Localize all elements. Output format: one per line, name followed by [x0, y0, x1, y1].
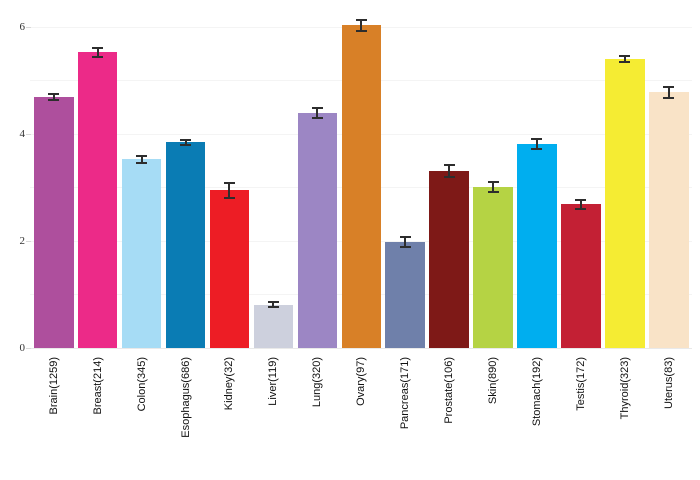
error-bar-cap-lung [311, 106, 323, 109]
error-bar-cap-pancreas [399, 235, 411, 238]
error-bar-testis [579, 200, 582, 209]
error-bar-cap-esophagus [180, 143, 192, 146]
error-bar-cap-pancreas [399, 246, 411, 249]
y-axis-tick [26, 240, 31, 242]
error-bar-cap-breast [92, 46, 104, 49]
y-axis-tick [26, 348, 31, 349]
error-bar-cap-thyroid [619, 54, 631, 57]
bar-liver [253, 304, 294, 348]
x-axis-line [30, 348, 692, 349]
bar-ovary [341, 25, 381, 348]
error-bar-cap-lung [311, 116, 323, 119]
x-axis-label-uterus: Uterus(83) [662, 357, 675, 409]
error-bar-cap-breast [92, 55, 104, 58]
error-bar-cap-brain [48, 99, 60, 102]
error-bar-kidney [228, 182, 231, 198]
error-bar-cap-uterus [663, 85, 675, 88]
error-bar-cap-uterus [663, 97, 675, 100]
error-bar-cap-prostate [443, 164, 455, 167]
error-bar-uterus [667, 86, 670, 99]
error-bar-cap-colon [136, 154, 148, 157]
bar-kidney [209, 190, 250, 348]
error-bar-brain [52, 94, 55, 101]
x-axis-label-thyroid: Thyroid(323) [618, 357, 631, 420]
bar-testis [561, 204, 601, 348]
error-bar-cap-stomach [531, 138, 543, 141]
y-axis-tick-label: 4 [19, 127, 26, 140]
error-bar-cap-ovary [355, 18, 367, 21]
x-axis-label-esophagus: Esophagus(686) [179, 357, 192, 438]
error-bar-esophagus [184, 139, 187, 145]
error-bar-ovary [360, 19, 363, 32]
x-axis-label-ovary: Ovary(97) [355, 357, 368, 406]
error-bar-pancreas [404, 236, 407, 248]
error-bar-cap-liver [267, 300, 279, 303]
error-bar-cap-stomach [531, 147, 543, 150]
y-axis-tick-label: 2 [19, 234, 26, 247]
y-axis-tick-label: 6 [19, 20, 26, 33]
error-bar-cap-esophagus [180, 138, 192, 141]
bar-breast [77, 52, 118, 348]
error-bar-cap-liver [267, 306, 279, 309]
bar-esophagus [165, 142, 206, 348]
error-bar-cap-colon [136, 162, 148, 165]
error-bar-cap-skin [487, 190, 499, 193]
x-axis-label-prostate: Prostate(106) [443, 357, 456, 424]
error-bar-breast [96, 47, 99, 57]
error-bar-colon [140, 155, 143, 164]
x-axis-label-colon: Colon(345) [135, 357, 148, 412]
x-axis-label-stomach: Stomach(192) [530, 357, 543, 427]
error-bar-cap-skin [487, 180, 499, 183]
bar-brain [34, 97, 74, 348]
error-bar-liver [272, 301, 275, 308]
error-bar-thyroid [623, 55, 626, 63]
error-bar-cap-kidney [223, 181, 235, 184]
y-axis-tick [26, 133, 31, 135]
y-axis-tick-label: 0 [19, 342, 26, 354]
error-bar-cap-thyroid [619, 61, 631, 64]
error-bar-cap-ovary [355, 30, 367, 33]
x-axis-label-brain: Brain(1259) [47, 357, 60, 415]
bar-colon [121, 159, 162, 348]
bar-skin [473, 186, 513, 348]
x-axis-label-liver: Liver(119) [267, 357, 280, 406]
x-axis-label-testis: Testis(172) [574, 357, 587, 411]
y-axis-tick [26, 26, 31, 28]
x-axis-label-skin: Skin(890) [487, 357, 500, 405]
bar-thyroid [605, 59, 645, 348]
error-bar-prostate [448, 165, 451, 178]
x-axis-label-breast: Breast(214) [91, 357, 104, 415]
x-axis-label-lung: Lung(320) [311, 357, 324, 408]
error-bar-cap-prostate [443, 176, 455, 179]
error-bar-cap-testis [575, 207, 587, 210]
bar-pancreas [385, 241, 425, 348]
x-axis-label-pancreas: Pancreas(171) [399, 357, 412, 430]
error-bar-lung [316, 107, 319, 118]
error-bar-cap-brain [48, 93, 60, 96]
bar-prostate [429, 171, 469, 348]
x-axis-label-kidney: Kidney(32) [223, 357, 236, 411]
bar-stomach [517, 143, 557, 348]
error-bar-cap-kidney [223, 196, 235, 199]
error-bar-stomach [535, 139, 538, 149]
bar-uterus [649, 92, 689, 348]
bar-lung [297, 112, 338, 348]
error-bar-skin [492, 181, 495, 192]
error-bar-cap-testis [575, 199, 587, 202]
